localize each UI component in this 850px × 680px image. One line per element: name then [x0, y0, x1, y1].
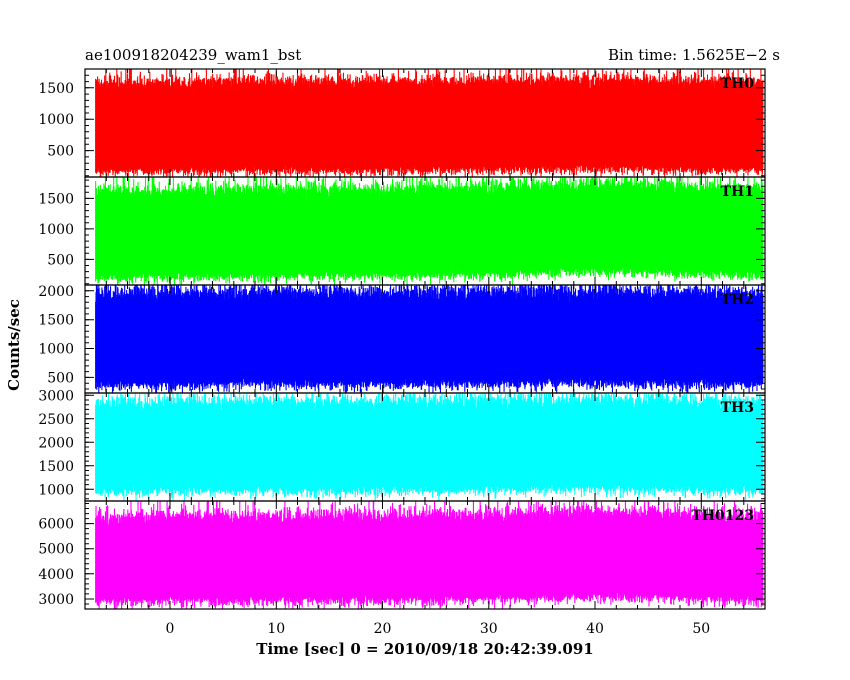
y-tick-label: 1000 — [38, 482, 74, 498]
y-tick-label: 3000 — [38, 592, 74, 608]
x-ticks — [84, 501, 766, 609]
plot-title: ae100918204239_wam1_bst — [85, 46, 301, 64]
panel-label-th3: TH3 — [721, 400, 754, 416]
y-tick-label: 1000 — [38, 112, 74, 128]
x-tick-label: 0 — [166, 621, 175, 637]
y-tick-label: 500 — [47, 144, 74, 160]
series-th0123-curve — [95, 501, 764, 609]
y-tick-label: 4000 — [38, 567, 74, 583]
y-tick-label: 500 — [47, 252, 74, 268]
panels: 500 1000 1500 TH0 500 1000 1500 TH1 500 1000 1500 2… — [38, 68, 766, 610]
x-axis-ticks: 0 10 20 30 40 50 — [166, 621, 711, 637]
y-tick-label: 1500 — [38, 313, 74, 329]
y-axis-label: Counts/sec — [5, 299, 23, 391]
bin-time-label: Bin time: 1.5625E−2 s — [608, 46, 780, 64]
y-tick-label: 1500 — [38, 191, 74, 207]
y-tick-label: 1500 — [38, 459, 74, 475]
panel-th2: 500 1000 1500 2000 TH2 — [38, 284, 766, 394]
y-tick-label: 6000 — [38, 517, 74, 533]
x-tick-label: 30 — [480, 621, 498, 637]
y-tick-label: 5000 — [38, 542, 74, 558]
y-tick-label: 3000 — [38, 388, 74, 404]
x-ticks — [84, 69, 766, 177]
panel-label-th2: TH2 — [721, 292, 754, 308]
y-tick-label: 2500 — [38, 412, 74, 428]
x-tick-label: 20 — [374, 621, 392, 637]
x-ticks — [84, 393, 766, 501]
panel-label-th0: TH0 — [721, 76, 755, 92]
y-tick-label: 1500 — [38, 81, 74, 97]
y-tick-label: 2000 — [38, 435, 74, 451]
x-ticks — [84, 177, 766, 285]
x-tick-label: 40 — [586, 621, 604, 637]
x-tick-label: 10 — [267, 621, 285, 637]
panel-label-th1: TH1 — [721, 184, 754, 200]
x-axis-label: Time [sec] 0 = 2010/09/18 20:42:39.091 — [256, 640, 593, 658]
y-tick-label: 500 — [47, 370, 74, 386]
panel-th0: 500 1000 1500 TH0 — [38, 68, 766, 178]
series-th2-curve — [95, 285, 764, 393]
series-th3-curve — [95, 393, 764, 501]
panel-label-th0123: TH0123 — [691, 508, 754, 524]
panel-th0123: 3000 4000 5000 6000 TH0123 — [38, 500, 766, 610]
x-tick-label: 50 — [692, 621, 710, 637]
y-tick-label: 1000 — [38, 342, 74, 358]
series-th1-curve — [95, 177, 764, 285]
y-tick-label: 1000 — [38, 222, 74, 238]
y-tick-label: 2000 — [38, 284, 74, 300]
x-ticks — [84, 285, 766, 393]
series-th0-curve — [95, 69, 764, 177]
panel-th1: 500 1000 1500 TH1 — [38, 176, 766, 286]
